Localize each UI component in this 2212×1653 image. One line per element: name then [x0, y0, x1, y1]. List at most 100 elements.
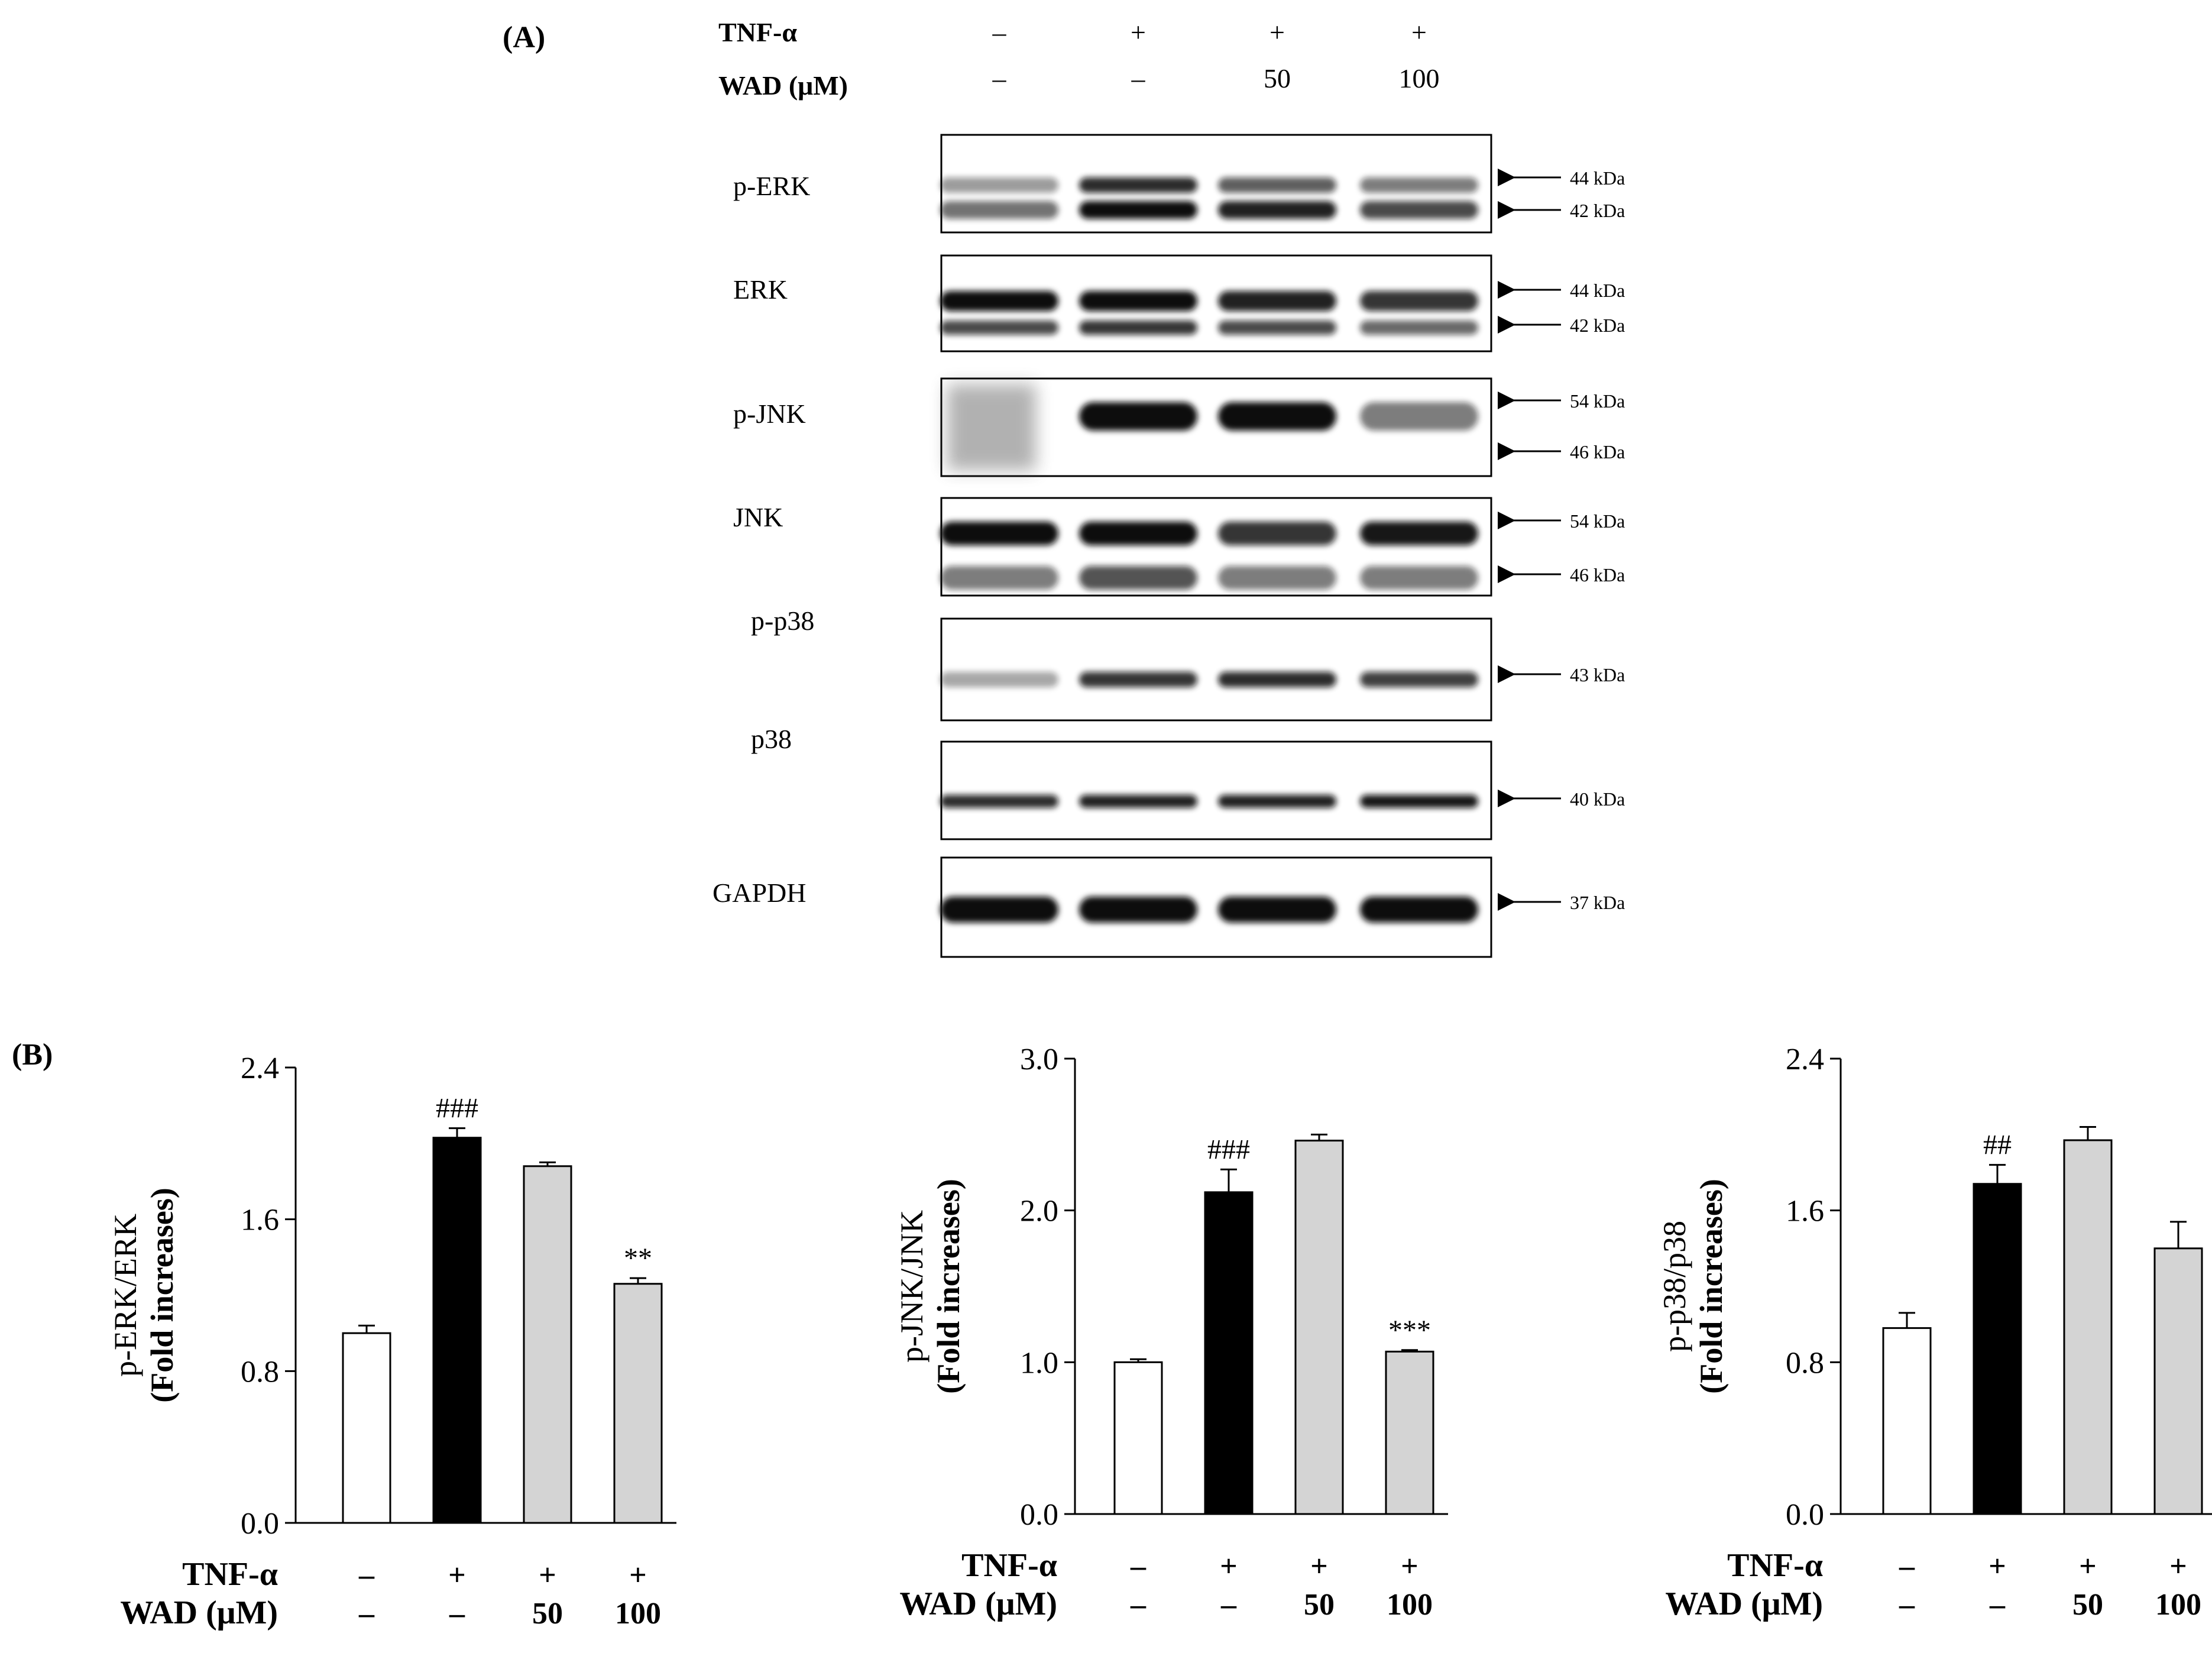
panel-a-treatment-name: WAD (μM)	[718, 70, 848, 101]
y-axis-label-units: (Fold increases)	[1693, 1179, 1729, 1393]
y-tick-label: 3.0	[1020, 1043, 1058, 1076]
treatment-row-value: 50	[2072, 1588, 2103, 1622]
y-axis-label: p-JNK/JNK	[894, 1210, 930, 1363]
y-tick-label: 2.4	[241, 1052, 279, 1085]
molecular-weight-label: 46 kDa	[1570, 564, 1625, 585]
blot-band	[1079, 321, 1197, 335]
blot-band	[1079, 291, 1197, 311]
blot-band	[940, 795, 1058, 808]
significance-label: ***	[1388, 1315, 1431, 1346]
blot-band	[1079, 201, 1197, 219]
blot-jnk: JNK 54 kDa 46 kDa	[733, 497, 1625, 597]
treatment-row-name: WAD (μM)	[899, 1586, 1057, 1622]
bar	[1204, 1191, 1254, 1515]
treatment-row-value: +	[629, 1558, 647, 1592]
treatment-row-value: –	[1220, 1588, 1237, 1622]
bar	[342, 1332, 391, 1524]
y-tick-label: 2.0	[1020, 1195, 1058, 1228]
blot-band	[1360, 321, 1478, 335]
panel-a-treatment-value: 100	[1399, 63, 1440, 93]
molecular-weight-label: 44 kDa	[1570, 167, 1625, 189]
blot-band	[1218, 321, 1336, 335]
blot-band	[1360, 672, 1478, 687]
treatment-row-value: –	[358, 1597, 375, 1631]
blot-band	[1079, 672, 1197, 687]
treatment-row-value: –	[449, 1597, 465, 1631]
panel-a-treatment-value: 50	[1264, 63, 1291, 93]
blot-protein-label: ERK	[733, 274, 788, 305]
bar	[1294, 1140, 1344, 1515]
molecular-weight-label: 40 kDa	[1570, 788, 1625, 810]
y-axis-label-units: (Fold increases)	[931, 1179, 966, 1393]
panel-a-treatment-value: +	[1411, 17, 1427, 47]
chart-p-erk: 0.0 0.8 1.6 2.4 p-ERK/ERK (Fold increases) ###…	[108, 1052, 676, 1631]
molecular-weight-label: 54 kDa	[1570, 390, 1625, 412]
blot-band	[1079, 522, 1197, 545]
blot-p-erk: p-ERK 44 kDa 42 kDa	[733, 134, 1625, 234]
bar	[523, 1165, 572, 1524]
blot-band	[940, 566, 1058, 590]
panel-a-treatment-value: –	[992, 63, 1007, 93]
treatment-row-value: 100	[1387, 1588, 1433, 1622]
molecular-weight-label: 44 kDa	[1570, 280, 1625, 301]
panel-a-treatment-value: +	[1269, 17, 1285, 47]
blot-protein-label: p-p38	[751, 606, 814, 636]
blot-background-smear	[947, 384, 1036, 470]
bar	[1973, 1183, 2022, 1515]
molecular-weight-label: 42 kDa	[1570, 315, 1625, 336]
treatment-row-value: +	[2169, 1550, 2187, 1583]
panel-a-treatment-rows: TNF-α – + + + WAD (μM) – – 50 100	[718, 17, 1440, 101]
panel-a-blots: p-ERK 44 kDa 42 kDa ERK 44 kDa 42 kDa p-JNK 54 …	[712, 134, 1625, 958]
blot-band	[1218, 672, 1336, 687]
bar	[2063, 1139, 2113, 1515]
blot-p-p38: p-p38 43 kDa	[751, 606, 1625, 722]
blot-band	[940, 291, 1058, 311]
blot-band	[940, 522, 1058, 545]
treatment-row-name: TNF-α	[1727, 1547, 1823, 1584]
treatment-row-value: –	[1899, 1550, 1915, 1583]
molecular-weight-label: 43 kDa	[1570, 664, 1625, 685]
y-tick-label: 1.6	[241, 1204, 279, 1237]
blot-protein-label: JNK	[733, 502, 783, 532]
significance-label: **	[624, 1243, 652, 1274]
treatment-row-name: WAD (μM)	[120, 1594, 278, 1631]
significance-label: ##	[1983, 1130, 2012, 1161]
blot-band	[1079, 795, 1197, 808]
blot-band	[1360, 201, 1478, 219]
blot-band	[1360, 897, 1478, 923]
bar	[1385, 1350, 1434, 1515]
treatment-row-name: WAD (μM)	[1665, 1586, 1823, 1622]
treatment-row-value: 50	[1304, 1588, 1335, 1622]
blot-frame	[940, 617, 1492, 722]
treatment-row-value: +	[448, 1558, 466, 1592]
y-axis-label: p-ERK/ERK	[108, 1214, 143, 1377]
blot-band	[1079, 177, 1197, 193]
treatment-row-value: –	[1130, 1588, 1147, 1622]
treatment-row-value: +	[1988, 1550, 2006, 1583]
treatment-row-value: +	[1310, 1550, 1328, 1583]
treatment-row-value: +	[1220, 1550, 1238, 1583]
blot-band	[1079, 566, 1197, 590]
blot-band	[940, 672, 1058, 687]
panel-a-treatment-value: –	[992, 17, 1007, 47]
treatment-row-value: 50	[532, 1597, 563, 1631]
blot-band	[1218, 201, 1336, 219]
blot-band	[940, 177, 1058, 193]
blot-band	[1360, 177, 1478, 193]
molecular-weight-label: 37 kDa	[1570, 892, 1625, 913]
significance-label: ###	[1207, 1134, 1250, 1165]
blot-band	[1218, 566, 1336, 590]
bar	[1882, 1327, 1932, 1515]
significance-label: ###	[436, 1093, 478, 1124]
blot-band	[940, 321, 1058, 335]
y-tick-label: 1.0	[1020, 1346, 1058, 1380]
panel-a-treatment-value: +	[1131, 17, 1146, 47]
molecular-weight-label: 46 kDa	[1570, 441, 1625, 462]
blot-band	[1218, 897, 1336, 923]
blot-protein-label: p38	[751, 724, 792, 754]
bar	[2153, 1247, 2203, 1515]
y-tick-label: 0.0	[241, 1507, 279, 1541]
blot-band	[1218, 177, 1336, 193]
y-axis-label: p-p38/p38	[1657, 1221, 1692, 1352]
blot-erk: ERK 44 kDa 42 kDa	[733, 254, 1625, 352]
